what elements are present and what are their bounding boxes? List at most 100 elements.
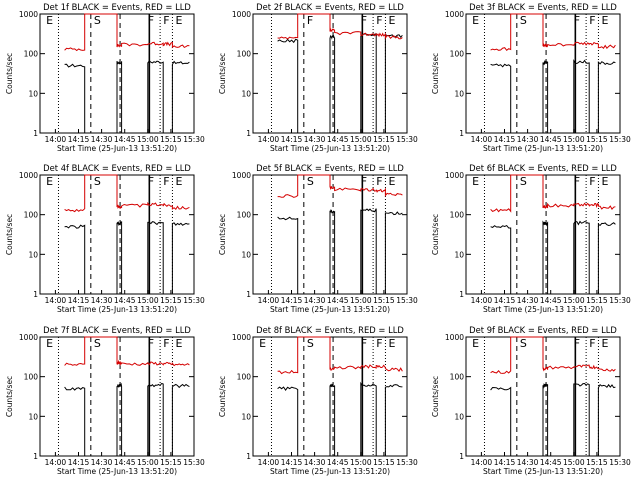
x-tick-label: 14:45 [114, 458, 136, 467]
series-line-events [277, 208, 403, 295]
y-tick-label: 1000 [445, 333, 464, 342]
series-line-lld [64, 13, 190, 52]
segment-label: E [176, 14, 183, 27]
y-axis-label: Counts/sec [218, 53, 227, 94]
segment-label: F [574, 175, 580, 188]
x-tick-label: 15:30 [183, 135, 205, 144]
x-axis-label: Start Time (25-Jun-13 13:51:20) [57, 467, 177, 476]
segment-label: E [602, 175, 609, 188]
segment-label: E [46, 175, 53, 188]
segment-label: E [472, 14, 479, 27]
series-line-events [490, 59, 616, 134]
panel-det-1f: Det 1f BLACK = Events, RED = LLD 1 10 100 10… [5, 2, 205, 153]
x-tick-label: 14:00 [471, 458, 493, 467]
x-tick-label: 14:15 [68, 296, 90, 305]
y-tick-label: 100 [24, 50, 39, 59]
x-tick-label: 15:30 [396, 458, 418, 467]
panel-det-6f: Det 6f BLACK = Events, RED = LLD 1 10 100 10… [431, 163, 631, 314]
segment-label: F [163, 337, 169, 350]
series-line-events [64, 220, 190, 295]
x-tick-label: 15:15 [373, 296, 395, 305]
segment-label: E [259, 337, 266, 350]
y-tick-label: 1000 [232, 171, 251, 180]
series-line-events [277, 33, 403, 134]
segment-label: E [176, 175, 183, 188]
y-tick-label: 1 [33, 290, 38, 299]
series-line-lld [277, 174, 403, 198]
x-axis-label: Start Time (25-Jun-13 13:51:20) [270, 305, 390, 314]
segment-label: S [94, 337, 101, 350]
x-tick-label: 15:30 [609, 458, 631, 467]
panel-title: Det 9f BLACK = Events, RED = LLD [469, 325, 617, 335]
x-axis-label: Start Time (25-Jun-13 13:51:20) [483, 467, 603, 476]
x-tick-label: 15:30 [609, 296, 631, 305]
segment-label: S [94, 175, 101, 188]
x-tick-label: 14:15 [281, 296, 303, 305]
segment-label: E [176, 337, 183, 350]
y-axis-label: Counts/sec [218, 214, 227, 255]
segment-label: F [361, 337, 367, 350]
x-tick-label: 14:00 [45, 458, 67, 467]
series-line-lld [277, 13, 403, 40]
x-tick-label: 15:30 [396, 135, 418, 144]
panel-det-7f: Det 7f BLACK = Events, RED = LLD 1 10 100 10… [5, 325, 205, 476]
x-tick-label: 14:30 [91, 458, 113, 467]
series-line-events [490, 220, 616, 295]
series-line-lld [64, 174, 190, 213]
y-tick-label: 1 [33, 129, 38, 138]
panel-title: Det 7f BLACK = Events, RED = LLD [43, 325, 191, 335]
x-tick-label: 14:45 [327, 135, 349, 144]
y-tick-label: 10 [28, 250, 38, 259]
y-axis-label: Counts/sec [5, 53, 14, 94]
y-tick-label: 10 [241, 412, 251, 421]
segment-label: F [148, 337, 154, 350]
y-tick-label: 1000 [445, 10, 464, 19]
y-tick-label: 10 [454, 89, 464, 98]
x-tick-label: 14:45 [327, 458, 349, 467]
y-tick-label: 1000 [445, 171, 464, 180]
panel-det-5f: Det 5f BLACK = Events, RED = LLD 1 10 100 10… [218, 163, 418, 314]
x-axis-label: Start Time (25-Jun-13 13:51:20) [483, 144, 603, 153]
y-axis-label: Counts/sec [5, 376, 14, 417]
segment-label: F [574, 337, 580, 350]
series-line-events [64, 382, 190, 457]
panel-det-9f: Det 9f BLACK = Events, RED = LLD 1 10 100 10… [431, 325, 631, 476]
series-line-lld [64, 336, 190, 367]
x-axis-label: Start Time (25-Jun-13 13:51:20) [57, 305, 177, 314]
y-tick-label: 100 [237, 211, 252, 220]
panel-title: Det 1f BLACK = Events, RED = LLD [43, 2, 191, 12]
segment-label: S [307, 337, 314, 350]
x-tick-label: 14:30 [91, 135, 113, 144]
series-line-lld [277, 336, 403, 375]
segment-label: F [376, 175, 382, 188]
x-tick-label: 15:00 [350, 458, 372, 467]
segment-label: F [163, 175, 169, 188]
x-tick-label: 15:15 [373, 135, 395, 144]
y-axis-label: Counts/sec [5, 214, 14, 255]
x-tick-label: 15:15 [586, 135, 608, 144]
panel-title: Det 8f BLACK = Events, RED = LLD [256, 325, 404, 335]
series-line-events [490, 382, 616, 457]
x-tick-label: 14:15 [68, 458, 90, 467]
segment-label: F [376, 337, 382, 350]
segment-label: S [307, 175, 314, 188]
segment-label: E [46, 337, 53, 350]
x-tick-label: 15:15 [586, 296, 608, 305]
segment-label: E [389, 337, 396, 350]
panel-title: Det 5f BLACK = Events, RED = LLD [256, 163, 404, 173]
x-tick-label: 15:00 [137, 296, 159, 305]
x-tick-label: 15:00 [563, 135, 585, 144]
y-tick-label: 1 [459, 129, 464, 138]
segment-label: S [520, 175, 527, 188]
segment-label: F [148, 175, 154, 188]
y-tick-label: 100 [450, 211, 465, 220]
segment-label: E [472, 337, 479, 350]
x-tick-label: 14:15 [281, 135, 303, 144]
y-tick-label: 1000 [19, 10, 38, 19]
x-tick-label: 14:15 [68, 135, 90, 144]
x-tick-label: 14:15 [281, 458, 303, 467]
segment-label: E [389, 175, 396, 188]
x-tick-label: 15:15 [373, 458, 395, 467]
x-tick-label: 14:15 [494, 296, 516, 305]
segment-label: F [307, 14, 313, 27]
